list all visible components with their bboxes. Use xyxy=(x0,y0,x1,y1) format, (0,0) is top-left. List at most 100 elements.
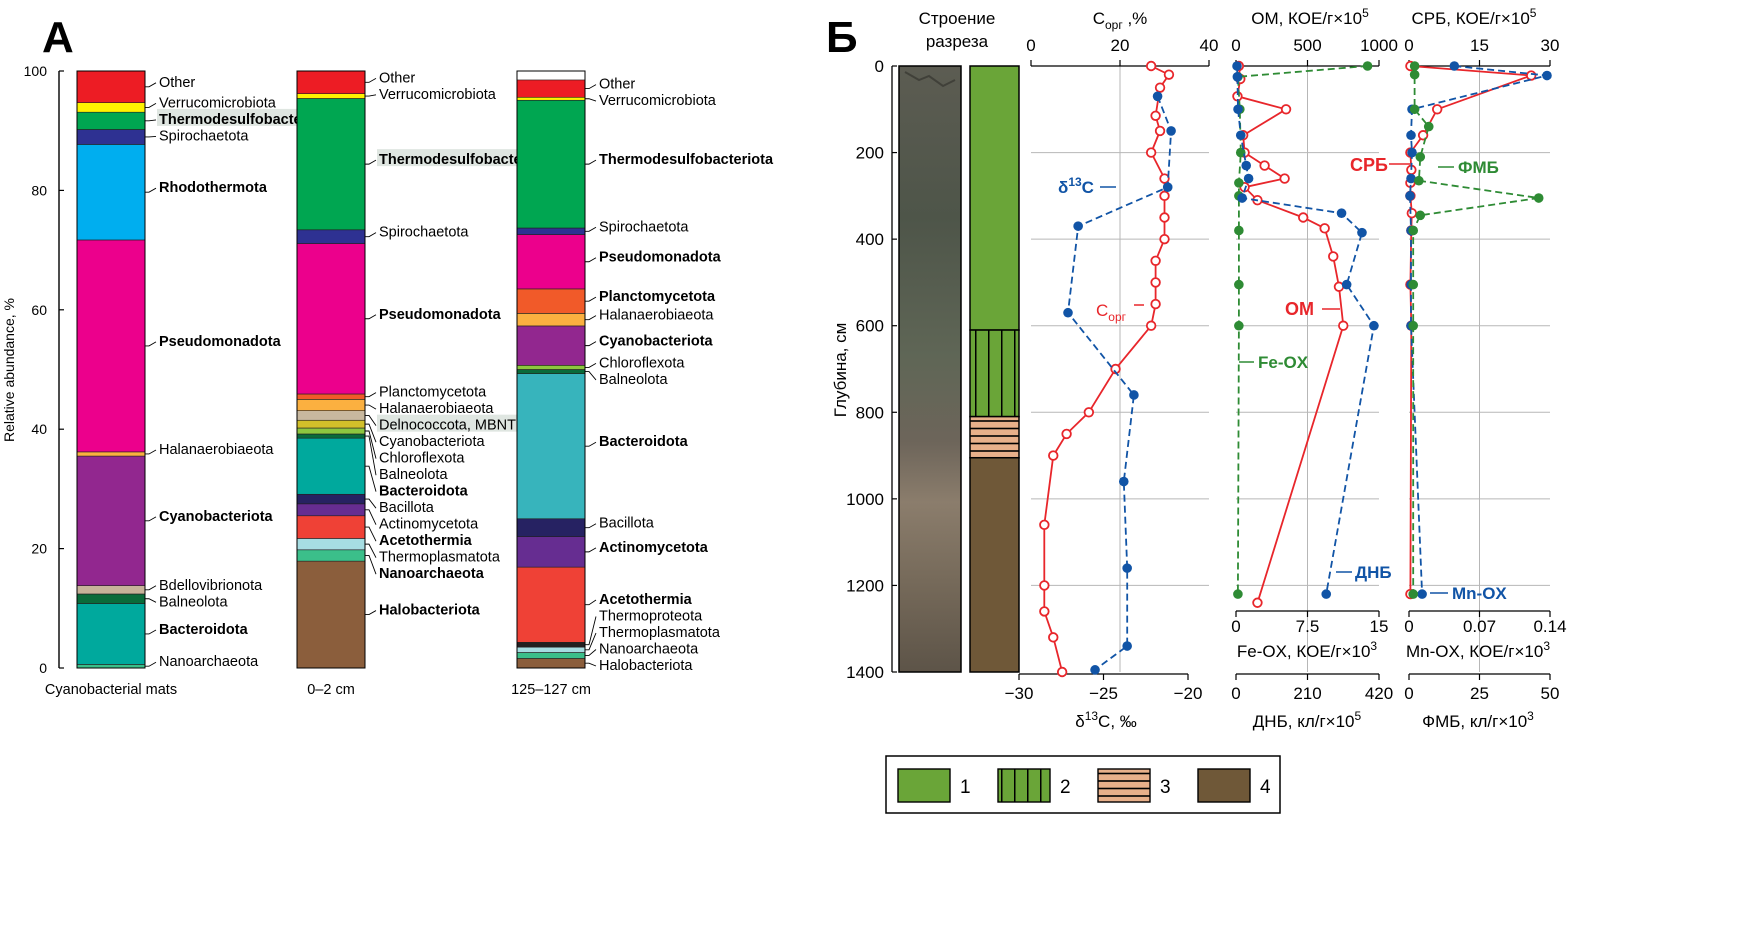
axis-title-main: Fe-OX, КОЕ/г×10 xyxy=(1237,642,1371,661)
data-point-Corg xyxy=(1154,82,1166,93)
taxon-label: Cyanobacteriota xyxy=(379,434,486,450)
bar-segment xyxy=(296,70,366,94)
axis-title-sup: 13 xyxy=(1085,709,1099,723)
bottom-tick-label: 420 xyxy=(1365,684,1393,703)
bar-segment xyxy=(76,451,146,457)
core-crack xyxy=(904,71,956,88)
data-point-Fe-OX xyxy=(1233,589,1243,599)
data-point-Corg xyxy=(1145,320,1157,331)
data-point-Corg xyxy=(1159,190,1170,202)
legend-swatch xyxy=(897,768,951,803)
data-point-Corg xyxy=(1083,407,1095,418)
taxon-label: Bacteroidota xyxy=(159,622,249,638)
y-tick-label: 20 xyxy=(31,541,47,557)
leader-line xyxy=(145,585,157,591)
leader-line xyxy=(585,226,597,232)
leader-line xyxy=(585,632,597,651)
lithology-layer xyxy=(969,415,1020,459)
data-point-Mn-OX xyxy=(1542,70,1552,81)
label-highlight xyxy=(377,414,543,432)
axis-title-main: СРБ, КОЕ/г×10 xyxy=(1412,9,1530,28)
bar-segment xyxy=(516,536,586,568)
leader-line xyxy=(365,392,377,398)
section-title-line2: разреза xyxy=(926,32,989,51)
taxon-label: Actinomycetota xyxy=(379,517,479,533)
bottom-tick-label: 0 xyxy=(1404,684,1413,703)
depth-tick-label: 0 xyxy=(875,57,884,76)
taxon-label: Pseudomonadota xyxy=(159,334,282,350)
leader-line xyxy=(365,94,377,97)
series-label-dnb: ДНБ xyxy=(1355,563,1392,582)
data-point-ФМБ xyxy=(1408,589,1419,599)
data-point-Fe-OX xyxy=(1234,279,1244,290)
data-point-ДНБ xyxy=(1237,193,1247,203)
taxon-label: Other xyxy=(159,75,195,91)
top-tick-label: 1000 xyxy=(1360,36,1398,55)
data-point-Corg xyxy=(1039,606,1050,617)
bar-segment xyxy=(296,243,366,395)
series-label-d13c: δ13C xyxy=(1058,175,1094,197)
series-label-om: ОМ xyxy=(1285,299,1314,319)
data-point-Fe-OX xyxy=(1234,225,1244,236)
bar-segment xyxy=(516,518,586,537)
label-main: C xyxy=(1096,301,1108,320)
bar-segment xyxy=(296,93,366,99)
bar-segment xyxy=(296,560,366,669)
taxon-label: Acetothermia xyxy=(599,592,693,608)
data-point-Corg xyxy=(1159,212,1170,223)
data-point-ФМБ xyxy=(1415,152,1426,162)
data-point-δ13C xyxy=(1122,563,1132,573)
leader-line xyxy=(585,159,597,165)
data-point-Fe-OX xyxy=(1234,178,1244,188)
data-point-ДНБ xyxy=(1321,589,1332,599)
axis-title-sup: 5 xyxy=(1362,6,1369,20)
data-point-δ13C xyxy=(1129,390,1139,400)
taxon-label: Halobacteriota xyxy=(599,658,693,674)
data-point-δ13C xyxy=(1073,221,1083,231)
data-point-СРБ xyxy=(1406,207,1418,219)
column-label: 125–127 cm xyxy=(511,682,591,698)
legend-label: 2 xyxy=(1060,777,1071,798)
taxon-label: Actinomycetota xyxy=(599,540,709,556)
taxon-label: Balneolota xyxy=(379,467,448,483)
data-point-Fe-OX xyxy=(1362,61,1373,71)
data-point-ДНБ xyxy=(1357,227,1367,238)
leader-line xyxy=(365,415,377,426)
leader-line xyxy=(145,629,157,635)
series-line-ОМ xyxy=(1236,65,1345,603)
bottom-tick-label: 0 xyxy=(1231,617,1240,636)
taxon-label: Bacillota xyxy=(599,516,655,532)
axis-title-main: ОМ, КОЕ/г×10 xyxy=(1251,9,1362,28)
series-line-Fe-OX xyxy=(1236,65,1368,595)
top-axis-title: Cорг ,% xyxy=(1093,9,1148,32)
leader-line xyxy=(585,599,597,606)
bar-segment xyxy=(76,239,146,453)
bar-segment xyxy=(296,437,366,495)
leader-line xyxy=(365,404,377,410)
taxon-label: Acetothermia xyxy=(379,533,473,549)
taxon-label: Nanoarchaeota xyxy=(379,566,485,582)
leader-line xyxy=(365,77,377,83)
data-point-ОМ xyxy=(1252,597,1263,608)
core-photo xyxy=(898,65,962,673)
data-point-Mn-OX xyxy=(1407,147,1417,158)
bar-segment xyxy=(516,369,586,374)
taxon-label: Rhodothermota xyxy=(159,180,268,196)
leader-line xyxy=(365,465,377,492)
data-point-СРБ xyxy=(1525,70,1537,81)
data-point-Corg xyxy=(1163,69,1175,80)
taxon-label: Nanoarchaeota xyxy=(599,642,699,658)
data-point-Corg xyxy=(1150,298,1161,310)
panel-b-letter: Б xyxy=(826,13,858,62)
bar-segment xyxy=(296,493,366,505)
lithology-layer xyxy=(969,65,1020,331)
taxon-label: Bacillota xyxy=(379,500,435,516)
taxon-label: Bacteroidota xyxy=(599,434,689,450)
data-point-Corg xyxy=(1159,173,1170,184)
taxon-label: Spirochaetota xyxy=(599,219,689,235)
y-tick-label: 40 xyxy=(31,421,47,437)
column-label: 0–2 cm xyxy=(307,682,355,698)
data-point-ОМ xyxy=(1280,104,1292,115)
leader-line xyxy=(585,441,597,447)
